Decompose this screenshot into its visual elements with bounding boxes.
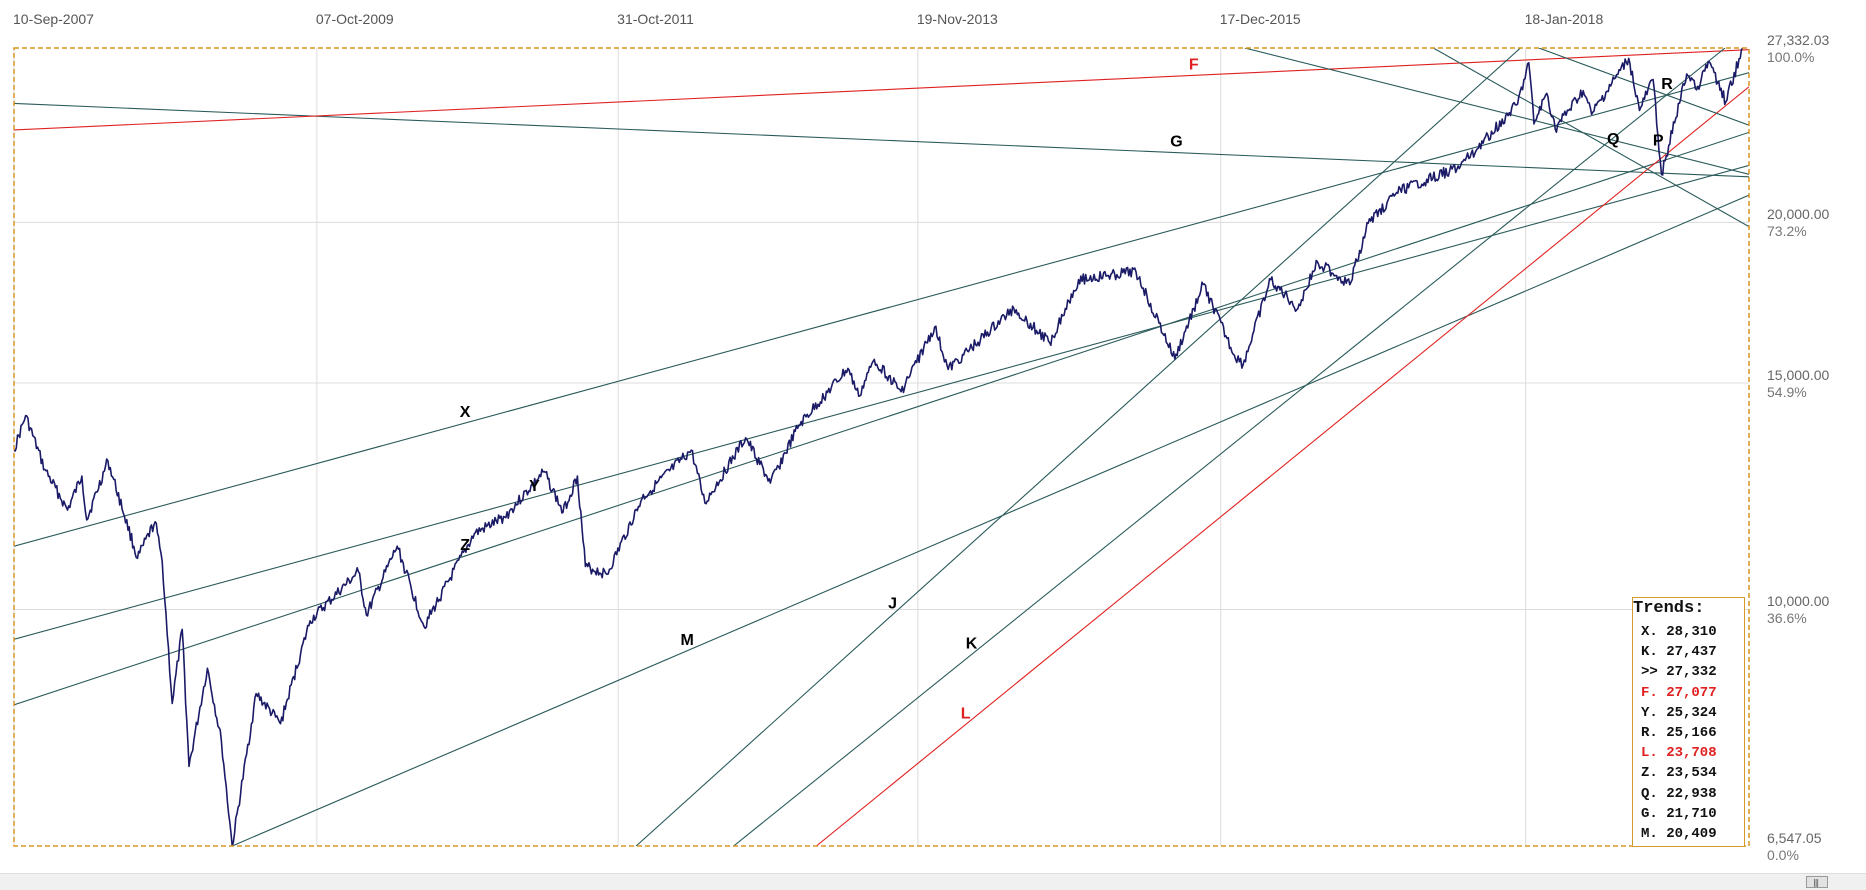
trendline-q [1433, 48, 1749, 228]
trendline-y [14, 164, 1749, 640]
trend-row-y: Y. 25,324 [1641, 704, 1717, 721]
trendline-z [14, 131, 1749, 706]
trendline-k [733, 48, 1726, 846]
date-tick-label: 18-Jan-2018 [1524, 11, 1604, 27]
trendline-p [1244, 48, 1749, 175]
price-tick-label: 27,332.03 [1767, 32, 1830, 48]
trendline-label-f: F [1189, 56, 1199, 73]
trend-row-x: X. 28,310 [1641, 624, 1717, 640]
price-tick-label: 15,000.00 [1767, 367, 1830, 384]
price-series-line [14, 48, 1744, 846]
trendline-label-j: J [888, 596, 897, 613]
grid-lines [13, 48, 1749, 846]
percent-tick-label: 0.0% [1767, 847, 1799, 863]
price-tick-label: 6,547.05 [1767, 830, 1822, 846]
trendline-f [14, 49, 1749, 131]
trendline-label-z: Z [460, 537, 470, 554]
trendline-m [231, 194, 1749, 846]
date-tick-label: 31-Oct-2011 [617, 11, 694, 27]
trends-panel: Trends: X. 28,310 K. 27,437 >> 27,332 F. 27… [1632, 597, 1745, 847]
trend-row-k: K. 27,437 [1641, 644, 1717, 661]
percent-tick-label: 100.0% [1767, 49, 1815, 65]
trendline-x [14, 72, 1749, 547]
trend-row-z: Z. 23,534 [1641, 765, 1717, 782]
price-series-layer [14, 48, 1744, 846]
date-tick-label: 17-Dec-2015 [1219, 11, 1301, 27]
trendline-j [635, 48, 1521, 846]
trend-row-l: L. 23,708 [1641, 745, 1717, 762]
horizontal-scrollbar[interactable]: ||| [0, 873, 1866, 890]
trendline-label-g: G [1170, 134, 1182, 151]
trends-panel-title: Trends: [1633, 599, 1705, 618]
trend-row-m: M. 20,409 [1641, 826, 1717, 842]
trendline-l [816, 86, 1749, 846]
trend-row-r: R. 25,166 [1641, 725, 1717, 741]
trendline-label-r: R [1661, 76, 1673, 93]
trendline-label-k: K [966, 635, 978, 652]
trendline-labels: X Y Z M G F J K L P Q R [460, 56, 1673, 722]
date-tick-label: 10-Sep-2007 [13, 11, 94, 27]
price-tick-label: 20,000.00 [1767, 206, 1830, 223]
trend-row-last: >> 27,332 [1641, 664, 1717, 681]
trendline-label-x: X [460, 404, 471, 421]
trend-row-g: G. 21,710 [1641, 805, 1717, 822]
trendline-label-p: P [1653, 133, 1664, 150]
grip-icon: ||| [1813, 878, 1819, 887]
trendline-g [14, 102, 1749, 178]
date-tick-label: 07-Oct-2009 [315, 11, 394, 27]
trend-row-f: F. 27,077 [1641, 684, 1717, 701]
scrollbar-thumb[interactable]: ||| [1806, 876, 1828, 888]
date-tick-label: 19-Nov-2013 [916, 11, 998, 27]
trendlines-layer [14, 48, 1749, 846]
plot-frame [13, 47, 1750, 847]
percent-tick-label: 54.9% [1767, 384, 1807, 401]
price-tick-label: 10,000.00 [1767, 593, 1830, 610]
trendline-label-m: M [681, 632, 694, 649]
trendline-label-y: Y [529, 478, 540, 495]
trendline-label-q: Q [1607, 131, 1619, 148]
trend-row-q: Q. 22,938 [1641, 785, 1717, 802]
percent-tick-label: 36.6% [1767, 610, 1807, 627]
trendline-r [1538, 48, 1749, 126]
trendline-label-l: L [961, 706, 971, 723]
percent-tick-label: 73.2% [1767, 223, 1807, 240]
